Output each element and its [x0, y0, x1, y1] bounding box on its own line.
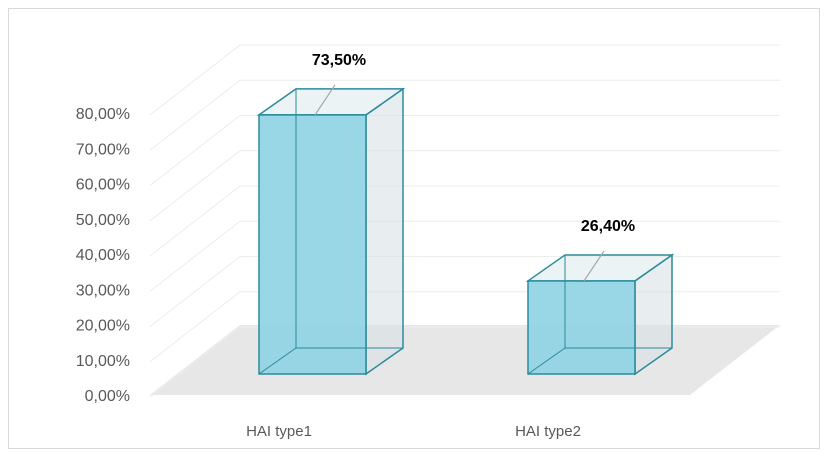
y-tick-label: 70,00% — [76, 141, 130, 158]
grid-line — [149, 150, 780, 222]
y-tick-label: 60,00% — [76, 177, 130, 194]
leader-line — [314, 84, 336, 116]
value-label: 26,40% — [581, 218, 635, 235]
bar — [258, 114, 367, 375]
grid-line — [149, 79, 780, 151]
grid-line — [149, 220, 780, 292]
x-tick-label: HAI type2 — [515, 423, 581, 440]
y-tick-label: 40,00% — [76, 247, 130, 264]
y-tick-label: 30,00% — [76, 282, 130, 299]
grid-line — [149, 185, 780, 257]
y-tick-label: 0,00% — [85, 388, 130, 405]
floor — [150, 325, 780, 395]
grid-line — [149, 115, 780, 186]
bar — [527, 280, 636, 375]
x-tick-label: HAI type1 — [246, 423, 312, 440]
leader-line — [583, 250, 605, 282]
value-label: 73,50% — [312, 52, 366, 69]
y-tick-label: 50,00% — [76, 212, 130, 229]
y-tick-label: 80,00% — [76, 106, 130, 123]
bar-side — [365, 87, 404, 376]
y-tick-label: 10,00% — [76, 353, 130, 370]
grid-line — [149, 44, 780, 116]
y-tick-label: 20,00% — [76, 318, 130, 335]
